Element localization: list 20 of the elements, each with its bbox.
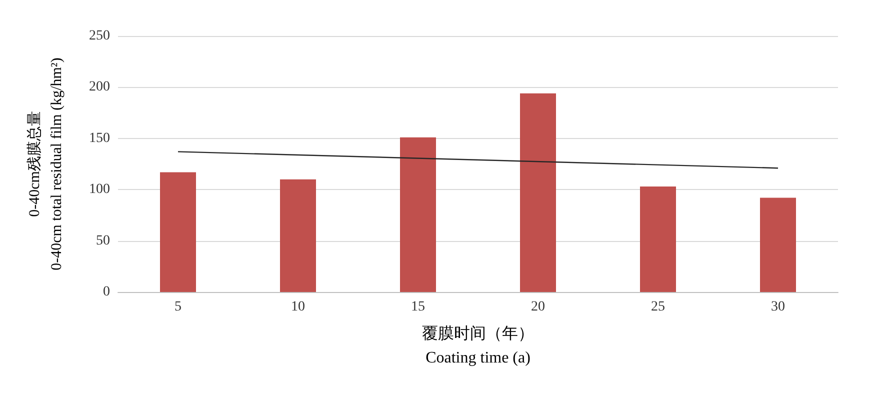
y-tick-label: 0	[103, 284, 110, 300]
bar	[760, 198, 796, 292]
bar	[280, 179, 316, 292]
bar	[640, 186, 676, 292]
x-tick-label: 30	[771, 300, 785, 314]
y-axis-title: 0-40cm残膜总量 0-40cm total residual film (kg/hm²)	[26, 58, 65, 270]
bar	[160, 172, 196, 292]
bar	[400, 137, 436, 292]
y-tick-label: 100	[89, 182, 110, 198]
y-tick-label: 50	[96, 233, 110, 248]
x-tick-label: 25	[651, 300, 665, 314]
y-tick-label: 200	[89, 80, 110, 95]
x-tick-label: 15	[411, 300, 425, 314]
x-axis-title: 覆膜时间（年） Coating time (a)	[422, 324, 534, 366]
bar	[520, 93, 556, 292]
x-tick-label: 5	[174, 300, 182, 314]
y-tick-label: 150	[89, 130, 110, 146]
x-tick-label: 10	[291, 300, 305, 314]
x-tick-label: 20	[531, 300, 545, 314]
y-tick-label: 250	[89, 28, 110, 44]
